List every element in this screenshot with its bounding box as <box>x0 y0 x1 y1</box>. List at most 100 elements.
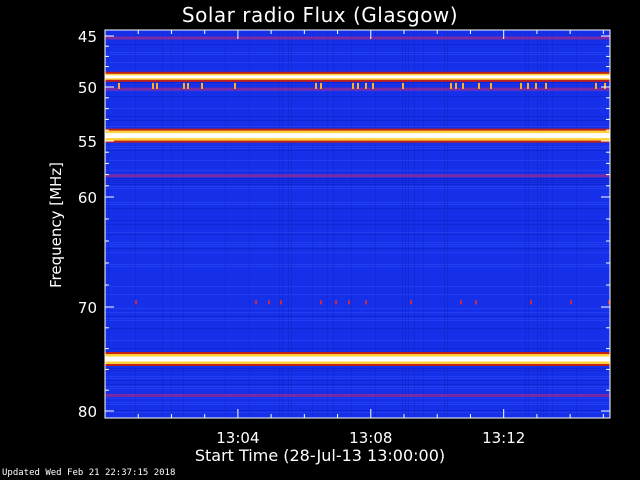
noise-column <box>552 30 553 418</box>
noise-line <box>105 224 610 225</box>
y-tick-label: 60 <box>78 189 97 207</box>
noise-line <box>105 184 610 185</box>
noise-line <box>105 398 610 399</box>
noise-line <box>105 202 610 203</box>
y-tick-label: 50 <box>78 79 97 97</box>
noise-line <box>105 388 610 389</box>
burst-mark <box>527 82 529 89</box>
noise-line <box>105 54 610 55</box>
noise-line <box>105 266 610 267</box>
noise-line <box>105 380 610 381</box>
noise-line <box>105 370 610 371</box>
burst-mark <box>118 82 120 89</box>
burst-mark <box>152 82 154 89</box>
y-tick-label: 45 <box>78 28 97 46</box>
noise-column <box>351 30 352 418</box>
noise-line <box>105 294 610 295</box>
plot-frame <box>104 29 611 419</box>
burst-mark <box>455 82 457 89</box>
burst-mark <box>402 82 404 89</box>
noise-line <box>105 178 610 179</box>
burst-mark <box>520 82 522 89</box>
noise-column <box>291 30 292 418</box>
weak-band <box>105 174 610 178</box>
noise-line <box>105 264 610 265</box>
noise-line <box>105 378 610 379</box>
x-tick-label: 13:12 <box>482 429 525 447</box>
y-tick-label: 80 <box>78 403 97 421</box>
noise-line <box>105 248 610 249</box>
burst-mark <box>570 300 572 305</box>
noise-column <box>543 30 544 418</box>
noise-line <box>105 410 610 411</box>
noise-column <box>312 30 313 418</box>
noise-line <box>105 220 610 221</box>
noise-line <box>105 348 610 349</box>
noise-line <box>105 308 610 309</box>
burst-mark <box>604 82 606 89</box>
noise-column <box>333 30 334 418</box>
burst-mark <box>234 82 236 89</box>
noise-line <box>105 242 610 243</box>
noise-line <box>105 376 610 377</box>
noise-line <box>105 186 610 187</box>
noise-column <box>135 30 136 418</box>
noise-column <box>525 30 526 418</box>
burst-mark <box>320 300 322 305</box>
noise-line <box>105 386 610 387</box>
noise-line <box>105 312 610 313</box>
noise-column <box>444 30 445 418</box>
burst-mark <box>365 300 367 305</box>
noise-line <box>105 52 610 53</box>
noise-column <box>576 30 577 418</box>
x-axis-label: Start Time (28-Jul-13 13:00:00) <box>194 446 446 465</box>
noise-line <box>105 320 610 321</box>
noise-line <box>105 82 610 83</box>
noise-line <box>105 116 610 117</box>
noise-line <box>105 150 610 151</box>
noise-column <box>540 30 541 418</box>
noise-line <box>105 244 610 245</box>
noise-column <box>546 30 547 418</box>
burst-mark <box>608 300 610 305</box>
burst-mark <box>460 300 462 305</box>
noise-line <box>105 126 610 127</box>
noise-column <box>282 30 283 418</box>
noise-line <box>105 402 610 403</box>
noise-line <box>105 120 610 121</box>
chart-title: Solar radio Flux (Glasgow) <box>181 3 459 27</box>
noise-line <box>105 412 610 413</box>
noise-line <box>105 328 610 329</box>
burst-mark <box>462 82 464 89</box>
noise-column <box>405 30 406 418</box>
burst-mark <box>156 82 158 89</box>
noise-column <box>288 30 289 418</box>
noise-line <box>105 340 610 341</box>
burst-mark <box>357 82 359 89</box>
noise-column <box>249 30 250 418</box>
burst-mark <box>183 82 185 89</box>
noise-column <box>423 30 424 418</box>
noise-line <box>105 318 610 319</box>
noise-line <box>105 368 610 369</box>
noise-line <box>105 62 610 63</box>
bright-band-center <box>105 75 610 79</box>
burst-mark <box>187 82 189 89</box>
x-tick-label: 13:08 <box>349 429 392 447</box>
burst-mark <box>530 300 532 305</box>
updated-timestamp: Updated Wed Feb 21 22:37:15 2018 <box>2 468 176 478</box>
noise-line <box>105 246 610 247</box>
noise-line <box>105 160 610 161</box>
burst-mark <box>255 300 257 305</box>
noise-column <box>408 30 409 418</box>
noise-column <box>402 30 403 418</box>
burst-mark <box>545 82 547 89</box>
burst-mark <box>478 82 480 89</box>
burst-mark <box>335 300 337 305</box>
noise-line <box>105 108 610 109</box>
burst-mark <box>352 82 354 89</box>
burst-mark <box>450 82 452 89</box>
weak-band <box>105 393 610 397</box>
noise-column <box>108 30 109 418</box>
